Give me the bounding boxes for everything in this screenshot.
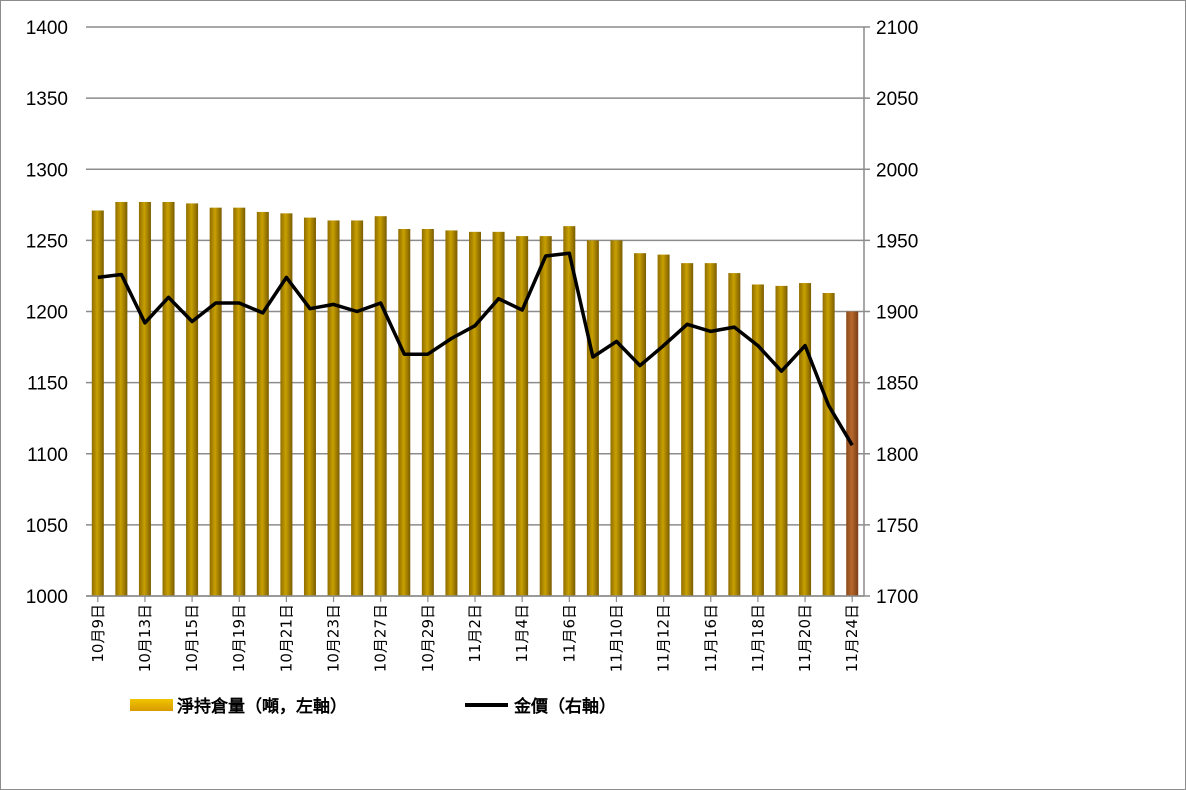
x-tick-label: 11月18日 [749,604,767,672]
left-tick-label: 1050 [26,516,68,537]
x-tick-label: 10月13日 [136,604,154,672]
bar [728,273,741,596]
bar [775,285,788,596]
bar [280,213,293,596]
bar [445,230,458,597]
bar [563,226,576,596]
right-tick-label: 2050 [876,89,918,110]
bar [398,228,411,596]
left-tick-label: 1000 [26,587,68,608]
x-tick-label: 10月21日 [277,604,295,672]
x-tick-label: 10月23日 [325,604,343,672]
left-tick-label: 1200 [26,303,68,324]
left-tick-label: 1300 [26,160,68,181]
gold-price-line [97,251,854,447]
bar [516,236,529,597]
right-tick-label: 1700 [876,587,918,608]
bar [351,220,364,596]
bar [799,283,812,596]
left-tick-label: 1400 [26,18,68,39]
bar [186,203,199,596]
bar [209,207,222,596]
legend: 淨持倉量（噸，左軸） 金價（右軸） [130,696,616,717]
bar [704,263,717,596]
x-tick-label: 10月29日 [419,604,437,672]
bar [610,240,623,596]
right-tick-label: 1950 [876,231,918,252]
right-tick-label: 2000 [876,160,918,181]
bar [115,201,128,596]
bar [91,210,104,596]
bar [162,201,175,596]
bar-series [91,201,859,597]
bar [138,201,151,596]
x-tick-label: 10月19日 [230,604,248,672]
bar [233,207,246,596]
right-tick-label: 1900 [876,303,918,324]
bar [634,253,647,597]
bar [846,311,859,596]
bar [657,254,670,596]
bar [822,293,835,596]
bar [303,217,316,597]
right-y-axis-ticks: 1700 1750 1800 1850 1900 1950 2000 2050 2100 [864,18,918,608]
bar [256,211,269,597]
bar [469,231,481,596]
bar [327,220,340,596]
x-tick-label: 11月2日 [466,604,484,663]
line-series [97,251,854,447]
x-tick-label: 11月16日 [702,604,720,672]
bar [539,236,552,597]
right-tick-label: 1800 [876,445,918,466]
bar [681,263,694,596]
x-tick-label: 10月9日 [89,604,107,663]
left-y-axis-ticks: 1000 1050 1100 1150 1200 1250 1300 1350 1400 [26,18,68,608]
x-tick-label: 11月20日 [796,604,814,672]
legend-bar-label: 淨持倉量（噸，左軸） [177,696,347,717]
x-tick-label: 11月24日 [843,604,861,672]
x-tick-label: 10月27日 [372,604,390,672]
right-tick-label: 1850 [876,374,918,395]
x-tick-label: 11月6日 [560,604,578,663]
x-axis-ticks: 10月9日 10月13日 10月15日 10月19日 10月21日 10月23日 10月27… [89,596,861,672]
legend-line-label: 金價（右軸） [513,696,616,717]
x-tick-label: 11月4日 [513,604,531,663]
right-tick-label: 2100 [876,18,918,39]
x-tick-label: 10月15日 [183,604,201,672]
left-tick-label: 1150 [27,374,68,395]
x-tick-label: 11月12日 [655,604,673,672]
legend-bar-swatch [130,699,173,711]
bar [374,216,387,596]
x-tick-label: 11月10日 [607,604,625,672]
right-tick-label: 1750 [876,516,918,537]
left-tick-label: 1100 [27,445,68,466]
bar [421,228,434,596]
left-tick-label: 1350 [26,89,68,110]
bar [492,231,505,596]
bar [751,284,764,596]
bar [586,240,599,596]
left-tick-label: 1250 [26,231,68,252]
